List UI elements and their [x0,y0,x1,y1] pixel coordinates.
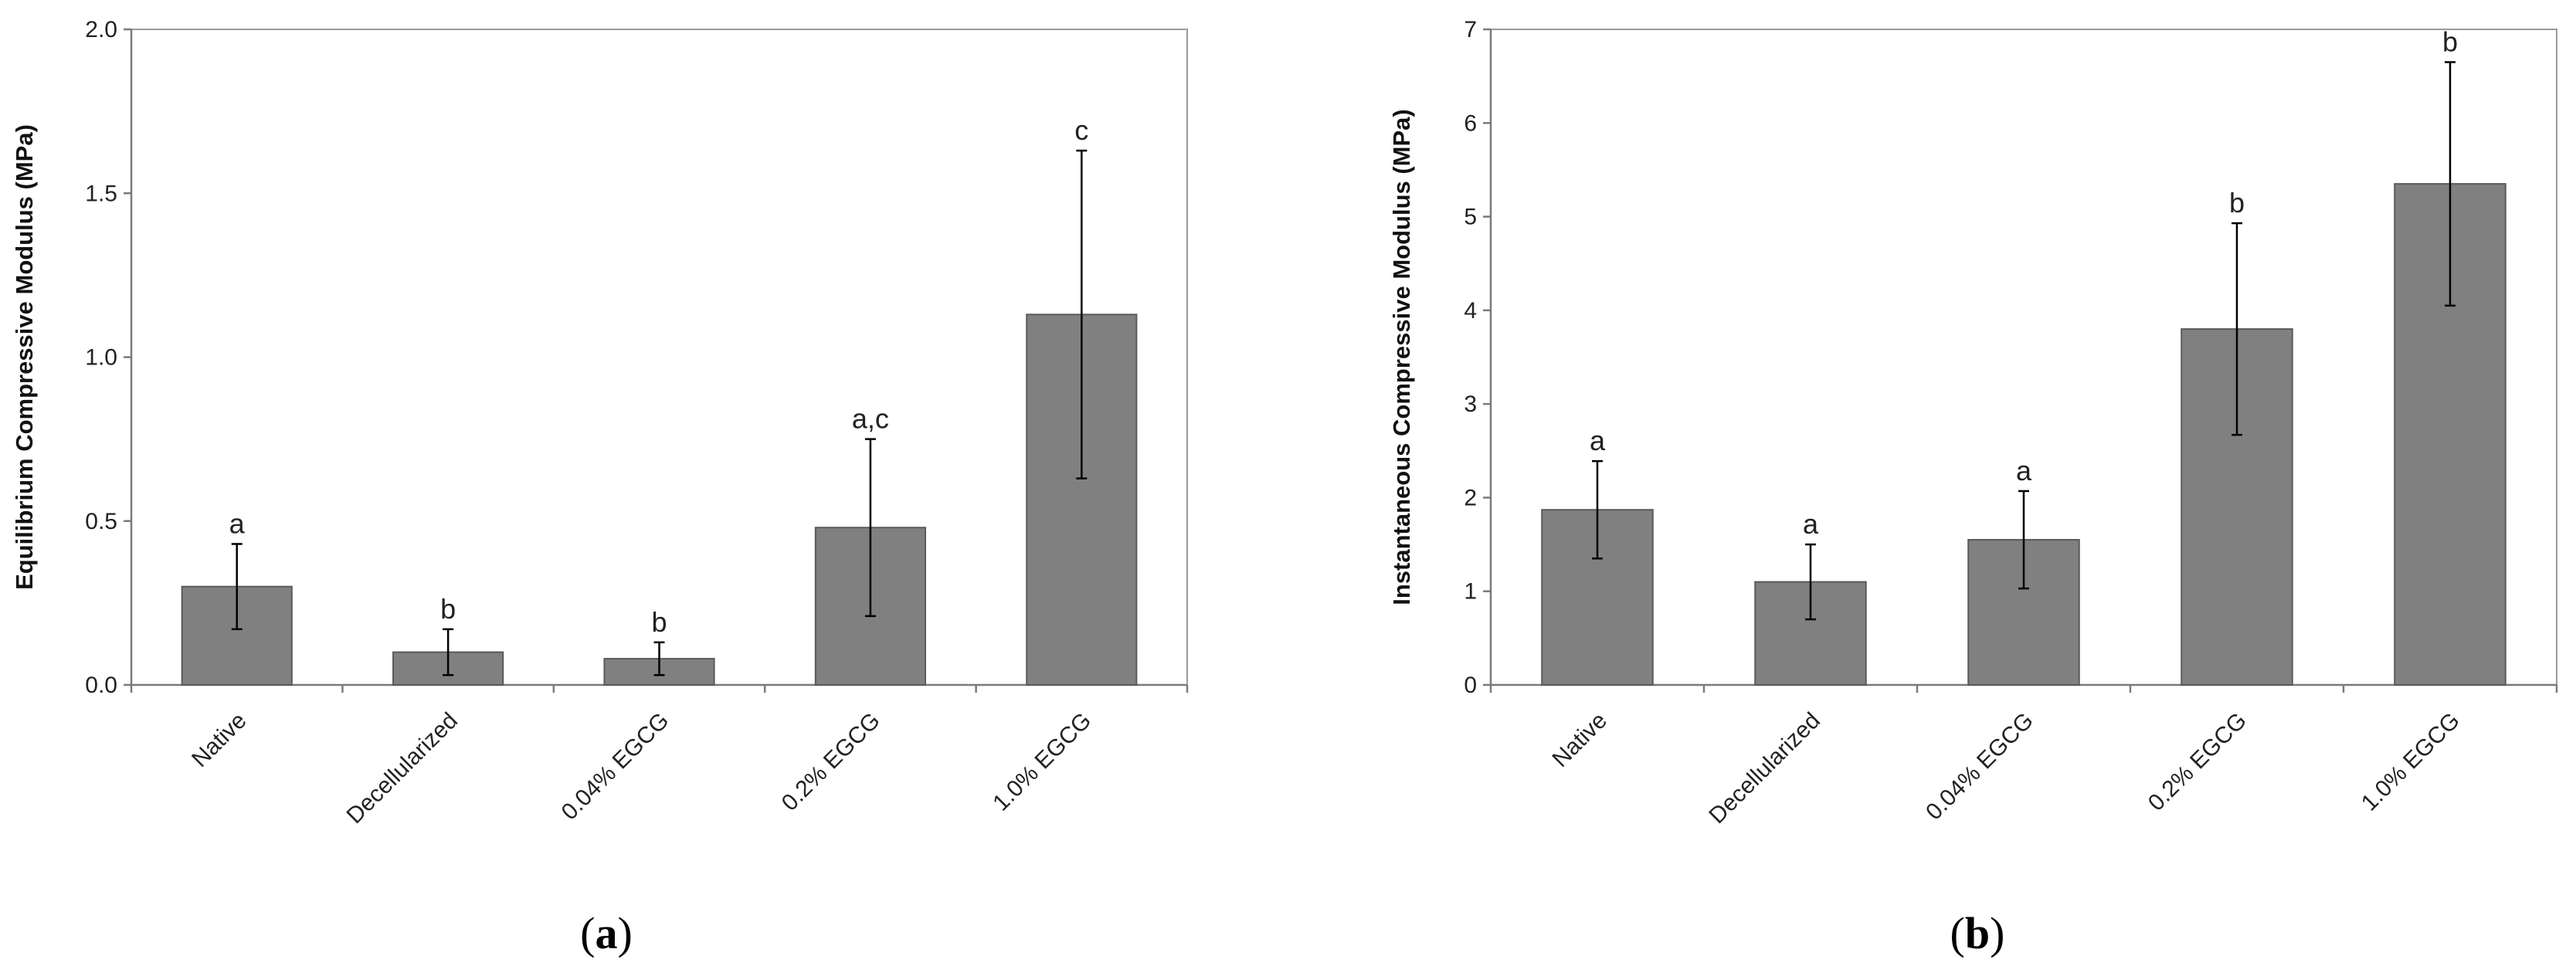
significance-label: b [2442,25,2458,57]
significance-label: a [2016,455,2032,486]
y-tick-label: 7 [1464,17,1477,42]
significance-label: c [1074,114,1088,146]
x-category-label: 0.04% EGCG [1921,708,2038,825]
significance-label: b [2229,187,2245,219]
x-category-label: Native [1547,708,1611,772]
significance-label: a [1590,425,1606,456]
x-category-label: 0.2% EGCG [2143,708,2252,816]
panel-label: (a) [580,908,633,958]
chart-panel-b: 0 1 2 3 4 5 6 7 Instantaneous Compressive Modulu… [1388,17,2558,958]
panel-label: (b) [1950,908,2005,958]
y-tick-label: 3 [1464,391,1477,417]
y-tick-label: 1.5 [85,181,117,206]
y-axis-title: Instantaneous Compressive Modulus (MPa) [1388,109,1415,605]
y-tick-label: 4 [1464,298,1477,324]
x-category-label: Decellularized [1704,708,1825,829]
y-tick-label: 2 [1464,485,1477,510]
x-category-label: Native [187,708,251,772]
significance-label: b [651,606,667,638]
significance-label: b [440,593,456,625]
significance-label: a,c [852,403,889,435]
y-axis-title: Equilibrium Compressive Modulus (MPa) [11,124,38,590]
y-tick-label: 1 [1464,579,1477,605]
y-tick-label: 1.0 [85,345,117,371]
y-tick-label: 6 [1464,110,1477,136]
x-category-label: 0.2% EGCG [777,708,885,816]
y-tick-label: 5 [1464,205,1477,230]
x-category-label: 1.0% EGCG [988,708,1096,816]
y-tick-label: 0.5 [85,509,117,534]
chart-panel-a: 0.0 0.5 1.0 1.5 2.0 Equilibrium Compressive M… [11,17,1189,958]
significance-label: a [1803,508,1819,540]
x-category-label: 1.0% EGCG [2357,708,2465,816]
significance-label: a [229,507,246,539]
y-tick-label: 0 [1464,673,1477,698]
x-category-label: 0.04% EGCG [557,708,674,825]
y-tick-label: 0.0 [85,673,117,698]
y-tick-label: 2.0 [85,17,117,42]
x-category-label: Decellularized [341,708,463,829]
